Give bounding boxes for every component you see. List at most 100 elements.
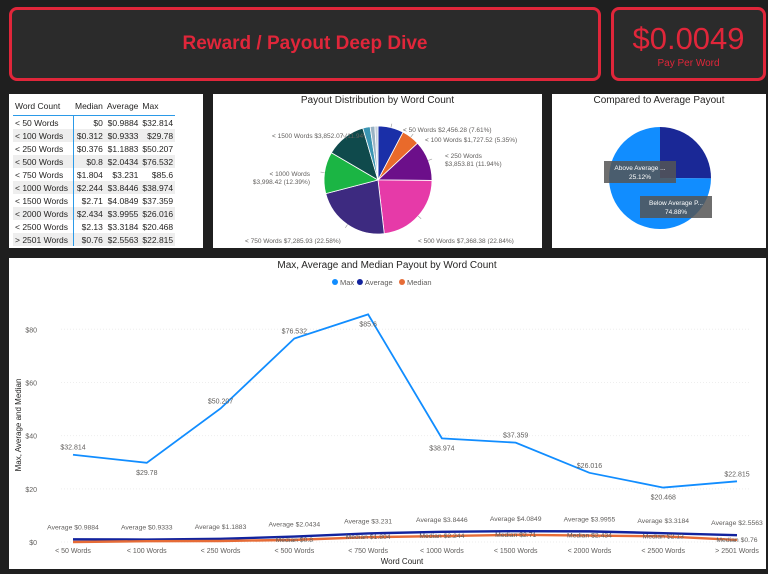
pie-slice[interactable] (325, 179, 385, 235)
pie-leader-line (410, 133, 414, 138)
legend-label[interactable]: Max (340, 278, 354, 287)
table-row: < 750 Words $1.804 $3.231 $85.6 (13, 168, 175, 181)
table-cell: $85.6 (151, 169, 174, 180)
table-cell: $38.974 (140, 181, 176, 194)
table-cell: $32.814 (142, 117, 174, 128)
table-row: < 100 Words $0.312 $0.9333 $29.78 (13, 129, 176, 142)
line-chart-title: Max, Average and Median Payout by Word C… (277, 260, 496, 271)
y-tick-label: $20 (25, 487, 37, 494)
table-row: < 1500 Words $2.71 $4.0849 $37.359 (13, 194, 175, 207)
y-tick-label: $60 (25, 380, 37, 387)
x-tick-label: < 100 Words (127, 548, 167, 555)
kpi-value: $0.0049 (632, 21, 745, 56)
comparison-label-box (604, 161, 676, 183)
series-line[interactable] (72, 529, 738, 541)
pie-slice-label: < 250 Words $3,853.81 (11.94%) (445, 153, 502, 168)
table-cell: > 2501 Words (13, 233, 74, 246)
median-data-label: Median $2.434 (567, 533, 612, 540)
table-header-3[interactable]: Max (140, 98, 176, 116)
table-cell: < 1500 Words (13, 194, 74, 207)
page-title: Reward / Payout Deep Dive (182, 33, 428, 54)
payout-table: Word Count Median Average Max < 50 Words $0 $… (13, 98, 176, 246)
legend-marker[interactable] (399, 279, 405, 285)
x-tick-label: < 1500 Words (494, 548, 538, 555)
pie-leader-line (428, 158, 433, 161)
max-data-label: $50.207 (208, 398, 233, 405)
average-data-label: Average $0.9333 (121, 525, 173, 532)
average-data-label: Average $3.9955 (564, 516, 616, 523)
table-cell: $0.376 (76, 143, 103, 154)
x-tick-label: > 2501 Words (715, 548, 759, 555)
kpi-label: Pay Per Word (657, 58, 720, 69)
comparison-slice-label: Below Average P... (649, 200, 703, 207)
pie-slice[interactable] (374, 125, 379, 181)
table-cell: $0 (93, 117, 103, 128)
average-data-label: Average $2.5563 (711, 520, 763, 527)
pie-slice-label: < 50 Words $2,456.28 (7.61%) (403, 127, 492, 134)
average-data-label: Average $0.9884 (47, 524, 99, 531)
pie-leader-line (417, 215, 422, 219)
table-cell: $26.016 (140, 207, 176, 220)
pie-slice[interactable] (377, 179, 433, 235)
y-axis-label: Max, Average and Median (14, 379, 23, 472)
table-cell: < 750 Words (13, 168, 74, 181)
table-cell: $3.9955 (104, 207, 141, 220)
table-row: < 50 Words $0 $0.9884 $32.814 (13, 115, 175, 129)
average-data-label: Average $1.1883 (195, 524, 247, 531)
table-cell: $2.71 (81, 195, 103, 206)
line-chart: Max, Average and Median Payout by Word C… (14, 260, 763, 566)
line-chart-panel: Max, Average and Median Payout by Word C… (9, 258, 766, 569)
pie-slice-label: < 750 Words $7,285.93 (22.58%) (245, 238, 341, 244)
table-row: < 1000 Words $2.244 $3.8446 $38.974 (13, 181, 176, 194)
comparison-slice-pct: 74.88% (665, 209, 687, 216)
table-cell: $3.8446 (104, 181, 141, 194)
median-data-label: Median $0.8 (276, 537, 314, 544)
average-data-label: Average $3.231 (344, 518, 392, 525)
table-cell: $0.9884 (107, 117, 139, 128)
legend-label[interactable]: Median (407, 278, 432, 287)
donut-chart-title: Compared to Average Payout (593, 95, 725, 106)
table-cell: < 2500 Words (13, 220, 74, 233)
max-data-label: $26.016 (577, 463, 602, 470)
table-cell: $0.9333 (104, 129, 141, 142)
x-tick-label: < 500 Words (274, 548, 314, 555)
table-cell: < 250 Words (13, 142, 74, 155)
x-axis-label: Word Count (381, 557, 424, 566)
max-data-label: $37.359 (503, 433, 528, 440)
legend-marker[interactable] (356, 279, 363, 285)
legend-marker[interactable] (332, 279, 338, 285)
table-row: < 2500 Words $2.13 $3.3184 $20.468 (13, 220, 175, 233)
pie-chart: < 50 Words $2,456.28 (7.61%) < 100 Words … (245, 123, 517, 245)
table-cell: $2.5563 (104, 233, 141, 246)
table-cell: $50.207 (142, 143, 174, 154)
pie-leader-line (320, 171, 325, 173)
table-cell: $76.532 (140, 155, 176, 168)
median-data-label: Median $2.244 (419, 533, 464, 540)
table-cell: $3.231 (112, 169, 139, 180)
max-data-label: $85.6 (359, 321, 377, 328)
table-cell: < 1000 Words (13, 181, 74, 194)
x-tick-label: < 2500 Words (641, 548, 685, 555)
table-header-2[interactable]: Average (104, 98, 141, 116)
x-tick-label: < 2000 Words (568, 548, 612, 555)
y-tick-label: $0 (29, 540, 37, 547)
table-cell: $2.434 (73, 207, 105, 220)
pie-slice-label: < 500 Words $7,368.38 (22.84%) (418, 238, 514, 244)
series-line[interactable] (72, 533, 738, 544)
series-line[interactable] (72, 313, 738, 489)
table-header-0[interactable]: Word Count (13, 98, 73, 116)
table-cell: $4.0849 (107, 195, 139, 206)
pie-chart-title: Payout Distribution by Word Count (300, 95, 455, 106)
table-header-1[interactable]: Median (73, 98, 105, 116)
max-data-label: $76.532 (282, 328, 307, 335)
max-data-label: $29.78 (136, 470, 158, 477)
table-row: < 500 Words $0.8 $2.0434 $76.532 (13, 155, 176, 168)
table-cell: < 100 Words (13, 129, 74, 142)
table-row: > 2501 Words $0.76 $2.5563 $22.815 (13, 233, 176, 246)
median-data-label: Median $2.71 (495, 532, 536, 539)
pie-slice-label: < 1000 Words $3,998.42 (12.39%) (253, 171, 311, 186)
table-cell: < 500 Words (13, 155, 74, 168)
average-data-label: Average $4.0849 (490, 516, 542, 523)
legend-label[interactable]: Average (365, 278, 393, 287)
table-cell: $0.8 (73, 155, 105, 168)
